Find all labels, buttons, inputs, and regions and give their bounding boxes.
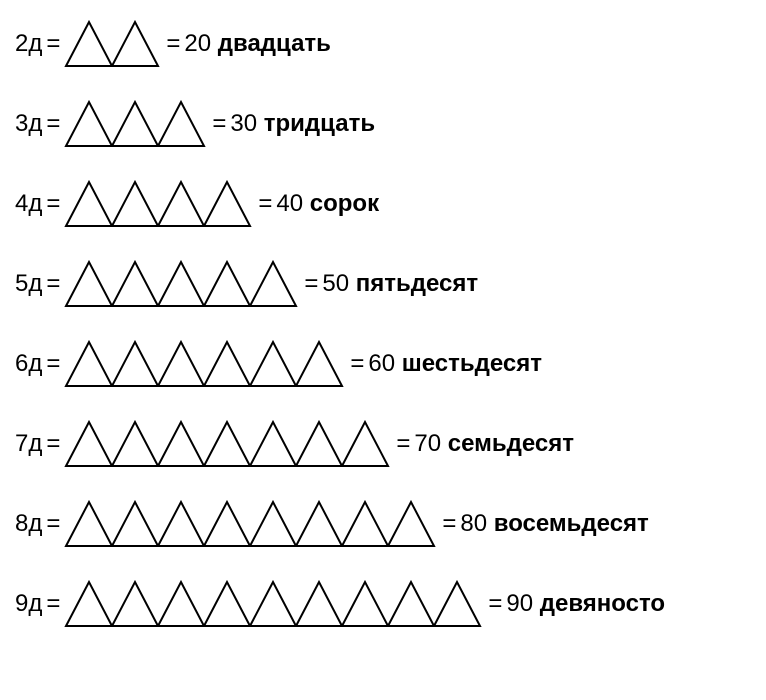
row-result: 90 девяносто: [506, 590, 665, 618]
result-word: девяносто: [540, 590, 665, 617]
result-number: 60: [368, 350, 395, 377]
triangle-group: [64, 20, 160, 68]
row-prefix: 4д: [15, 190, 42, 218]
result-word: семьдесят: [448, 430, 574, 457]
triangle-row: 7д==70 семьдесят: [15, 420, 751, 468]
equals-sign: =: [488, 590, 502, 618]
row-prefix: 9д: [15, 590, 42, 618]
result-number: 80: [460, 510, 487, 537]
row-prefix: 3д: [15, 110, 42, 138]
row-result: 50 пятьдесят: [322, 270, 478, 298]
triangle-row: 9д==90 девяносто: [15, 580, 751, 628]
result-word: пятьдесят: [356, 270, 478, 297]
triangle-icon: [64, 340, 344, 388]
triangle-group: [64, 260, 298, 308]
triangle-icon: [64, 500, 436, 548]
result-word: двадцать: [218, 30, 331, 57]
equals-sign: =: [212, 110, 226, 138]
triangle-row: 2д==20 двадцать: [15, 20, 751, 68]
triangle-icon: [64, 20, 160, 68]
equals-sign: =: [46, 590, 60, 618]
equals-sign: =: [442, 510, 456, 538]
result-word: шестьдесят: [402, 350, 542, 377]
triangle-icon: [64, 100, 206, 148]
triangle-row: 4д==40 сорок: [15, 180, 751, 228]
row-result: 40 сорок: [276, 190, 379, 218]
equals-sign: =: [258, 190, 272, 218]
triangle-group: [64, 180, 252, 228]
row-result: 80 восемьдесят: [460, 510, 648, 538]
row-prefix: 6д: [15, 350, 42, 378]
row-prefix: 2д: [15, 30, 42, 58]
triangle-icon: [64, 260, 298, 308]
triangle-group: [64, 500, 436, 548]
equals-sign: =: [304, 270, 318, 298]
equals-sign: =: [46, 30, 60, 58]
result-word: тридцать: [264, 110, 375, 137]
triangle-row: 5д==50 пятьдесят: [15, 260, 751, 308]
equals-sign: =: [166, 30, 180, 58]
equals-sign: =: [46, 430, 60, 458]
row-prefix: 8д: [15, 510, 42, 538]
result-number: 30: [230, 110, 257, 137]
equals-sign: =: [46, 350, 60, 378]
triangle-row: 8д==80 восемьдесят: [15, 500, 751, 548]
triangle-icon: [64, 420, 390, 468]
row-result: 20 двадцать: [184, 30, 331, 58]
equals-sign: =: [396, 430, 410, 458]
result-word: сорок: [310, 190, 379, 217]
triangle-row: 6д==60 шестьдесят: [15, 340, 751, 388]
result-number: 70: [414, 430, 441, 457]
result-number: 90: [506, 590, 533, 617]
equals-sign: =: [46, 510, 60, 538]
equals-sign: =: [46, 110, 60, 138]
result-word: восемьдесят: [494, 510, 649, 537]
row-result: 60 шестьдесят: [368, 350, 542, 378]
row-result: 30 тридцать: [230, 110, 375, 138]
triangle-icon: [64, 180, 252, 228]
result-number: 50: [322, 270, 349, 297]
equals-sign: =: [46, 190, 60, 218]
result-number: 40: [276, 190, 303, 217]
triangle-group: [64, 100, 206, 148]
equals-sign: =: [350, 350, 364, 378]
row-prefix: 7д: [15, 430, 42, 458]
triangle-group: [64, 580, 482, 628]
number-triangle-diagram: 2д==20 двадцать3д==30 тридцать4д==40 сор…: [15, 20, 751, 628]
equals-sign: =: [46, 270, 60, 298]
triangle-row: 3д==30 тридцать: [15, 100, 751, 148]
triangle-icon: [64, 580, 482, 628]
triangle-group: [64, 420, 390, 468]
row-result: 70 семьдесят: [414, 430, 574, 458]
result-number: 20: [184, 30, 211, 57]
triangle-group: [64, 340, 344, 388]
row-prefix: 5д: [15, 270, 42, 298]
